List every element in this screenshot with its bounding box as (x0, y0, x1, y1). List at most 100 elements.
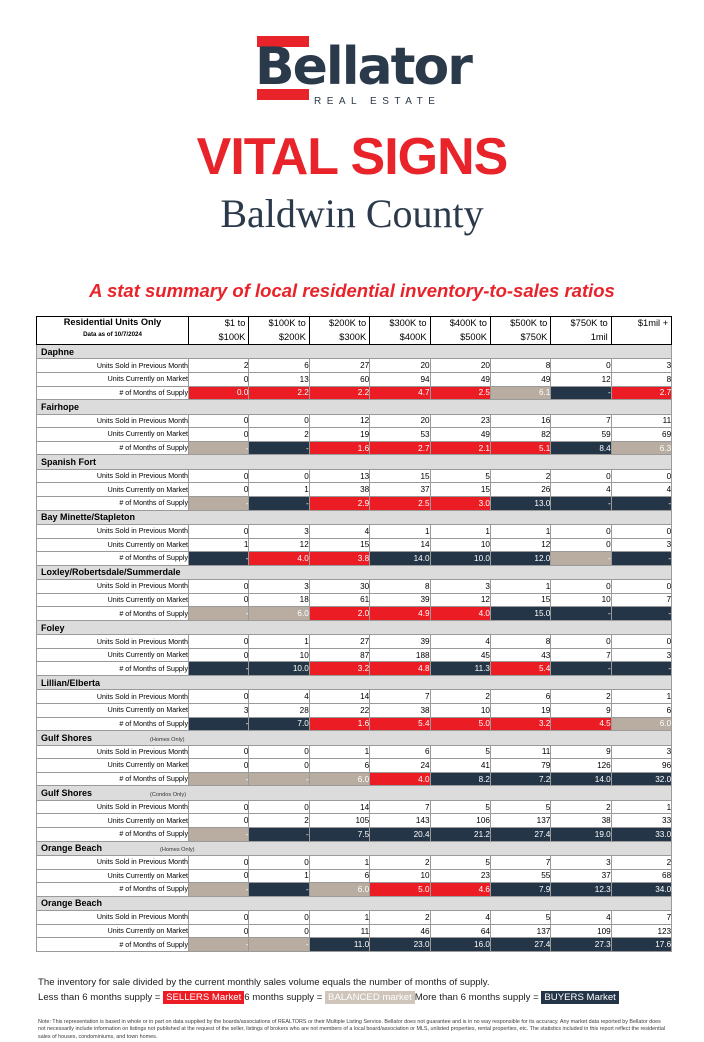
cell-market-2: 10 (248, 647, 310, 663)
cell-market-8: 96 (610, 758, 673, 773)
legend-label-buyers-prefix: More than 6 months supply = (414, 991, 542, 1003)
cell-sold-2: 3 (248, 579, 310, 594)
cell-supply-4: 23.0 (369, 937, 431, 952)
cell-market-4: 94 (369, 371, 431, 387)
cell-sold-3: 30 (308, 579, 371, 594)
cell-sold-4: 15 (369, 468, 431, 484)
cell-supply-7: 4.5 (550, 716, 612, 732)
cell-sold-7: 0 (550, 634, 612, 649)
section-name: Foley (41, 622, 65, 633)
cell-market-1: 0 (187, 371, 250, 387)
cell-sold-8: 3 (610, 358, 673, 373)
column-header-5: $400K to $500K (429, 316, 491, 345)
cell-market-6: 49 (489, 371, 552, 387)
section-header-row: Bay Minette/Stapleton (35, 509, 673, 525)
page-subtitle: Baldwin County (220, 191, 484, 236)
cell-supply-2: - (248, 937, 310, 952)
cell-market-5: 23 (429, 868, 491, 884)
column-header-7: $750K to 1mil (550, 316, 612, 345)
cell-market-6: 26 (489, 482, 552, 497)
cell-supply-6: 7.2 (489, 771, 552, 787)
row-months-of-supply: # of Months of Supply -7.0 1.6 5.4 5.0 3.2 4.5… (36, 716, 673, 732)
cell-sold-4: 1 (369, 523, 431, 539)
section-name-cell: Daphne (35, 343, 673, 360)
row-label-months-of-supply: # of Months of Supply (36, 440, 189, 456)
cell-supply-8: 32.0 (610, 771, 673, 787)
cell-sold-1: 2 (187, 358, 250, 373)
cell-sold-1: 0 (187, 854, 250, 870)
cell-supply-4: 4.7 (369, 385, 431, 401)
cell-market-7: 59 (550, 427, 612, 442)
cell-supply-1: - (187, 661, 250, 677)
section-name-cell: Lillian/Elberta (35, 675, 673, 691)
cell-sold-4: 20 (369, 358, 431, 373)
cell-market-4: 38 (369, 703, 431, 718)
cell-market-1: 0 (187, 482, 250, 497)
column-header-bottom: $200K (278, 331, 306, 342)
row-label-units-on-market: Units Currently on Market (36, 592, 189, 608)
cell-sold-5: 5 (429, 799, 491, 815)
cell-supply-5: 2.1 (429, 440, 491, 456)
row-units-sold: Units Sold in Previous Month 0 0 1 2 4 5 4 7 (36, 910, 673, 925)
column-header-top: $1 to (224, 318, 246, 329)
cell-sold-5: 4 (429, 634, 491, 649)
cell-market-4: 14 (369, 537, 431, 553)
section-header-row: Orange Beach (35, 895, 673, 912)
cell-market-5: 41 (429, 758, 491, 773)
row-label-months-of-supply: # of Months of Supply (36, 882, 189, 897)
cell-market-6: 137 (489, 813, 552, 828)
cell-supply-5: 8.2 (429, 771, 491, 787)
table-corner-header: Residential Units Only Data as of 10/7/20… (36, 316, 189, 345)
section-note: (Homes Only) (150, 736, 185, 743)
cell-supply-4: 14.0 (369, 551, 431, 566)
cell-market-5: 64 (429, 923, 491, 939)
legend-label-balanced-prefix: 6 months supply = (244, 991, 326, 1003)
cell-market-5: 49 (429, 427, 491, 442)
cell-sold-5: 5 (429, 854, 491, 870)
column-header-3: $200K to $300K (308, 316, 371, 345)
section-header-row: Lillian/Elberta (35, 675, 673, 691)
cell-market-4: 46 (369, 923, 431, 939)
cell-supply-6: 5.4 (489, 661, 552, 677)
cell-supply-4: 4.9 (369, 606, 431, 621)
row-months-of-supply: # of Months of Supply - -6.0 5.0 4.6 7.9 12.3 3… (36, 882, 673, 897)
cell-sold-8: 1 (610, 799, 673, 815)
cell-supply-1: - (187, 606, 250, 621)
cell-supply-5: 21.2 (429, 826, 491, 842)
cell-supply-4: 2.5 (369, 495, 431, 511)
row-label-units-sold: Units Sold in Previous Month (36, 523, 189, 539)
page-tagline: A stat summary of local residential inve… (89, 280, 615, 301)
cell-supply-8: - (610, 551, 673, 566)
row-label-months-of-supply: # of Months of Supply (36, 771, 189, 787)
row-label-units-sold: Units Sold in Previous Month (36, 413, 189, 429)
row-label-months-of-supply: # of Months of Supply (36, 826, 189, 842)
cell-market-7: 10 (550, 592, 612, 608)
cell-market-8: 4 (610, 482, 673, 497)
row-label-months-of-supply: # of Months of Supply (36, 716, 189, 732)
cell-market-4: 39 (369, 592, 431, 608)
column-header-top: $750K to (570, 318, 608, 329)
row-label-units-on-market: Units Currently on Market (36, 758, 189, 773)
cell-supply-2: - (248, 440, 310, 456)
row-label-months-of-supply: # of Months of Supply (36, 661, 189, 677)
cell-sold-6: 2 (489, 468, 552, 484)
column-header-top: $400K to (449, 318, 487, 329)
table-corner-title: Residential Units Only (63, 317, 162, 327)
cell-supply-8: 33.0 (610, 826, 673, 842)
row-label-units-on-market: Units Currently on Market (36, 371, 189, 387)
row-label-units-sold: Units Sold in Previous Month (36, 689, 189, 705)
cell-sold-1: 0 (187, 413, 250, 429)
cell-sold-3: 27 (308, 634, 371, 649)
cell-sold-2: 0 (248, 744, 310, 760)
cell-sold-8: 2 (610, 854, 673, 870)
cell-supply-2: - (248, 771, 310, 787)
cell-supply-8: - (610, 495, 673, 511)
cell-market-7: 126 (550, 758, 612, 773)
row-months-of-supply: # of Months of Supply - -11.0 23.0 16.0 27.4 2… (36, 937, 673, 952)
cell-market-4: 143 (369, 813, 431, 828)
cell-sold-4: 2 (369, 910, 431, 925)
cell-supply-6: 12.0 (489, 551, 552, 566)
cell-supply-3: 2.9 (308, 495, 371, 511)
cell-sold-3: 13 (308, 468, 371, 484)
